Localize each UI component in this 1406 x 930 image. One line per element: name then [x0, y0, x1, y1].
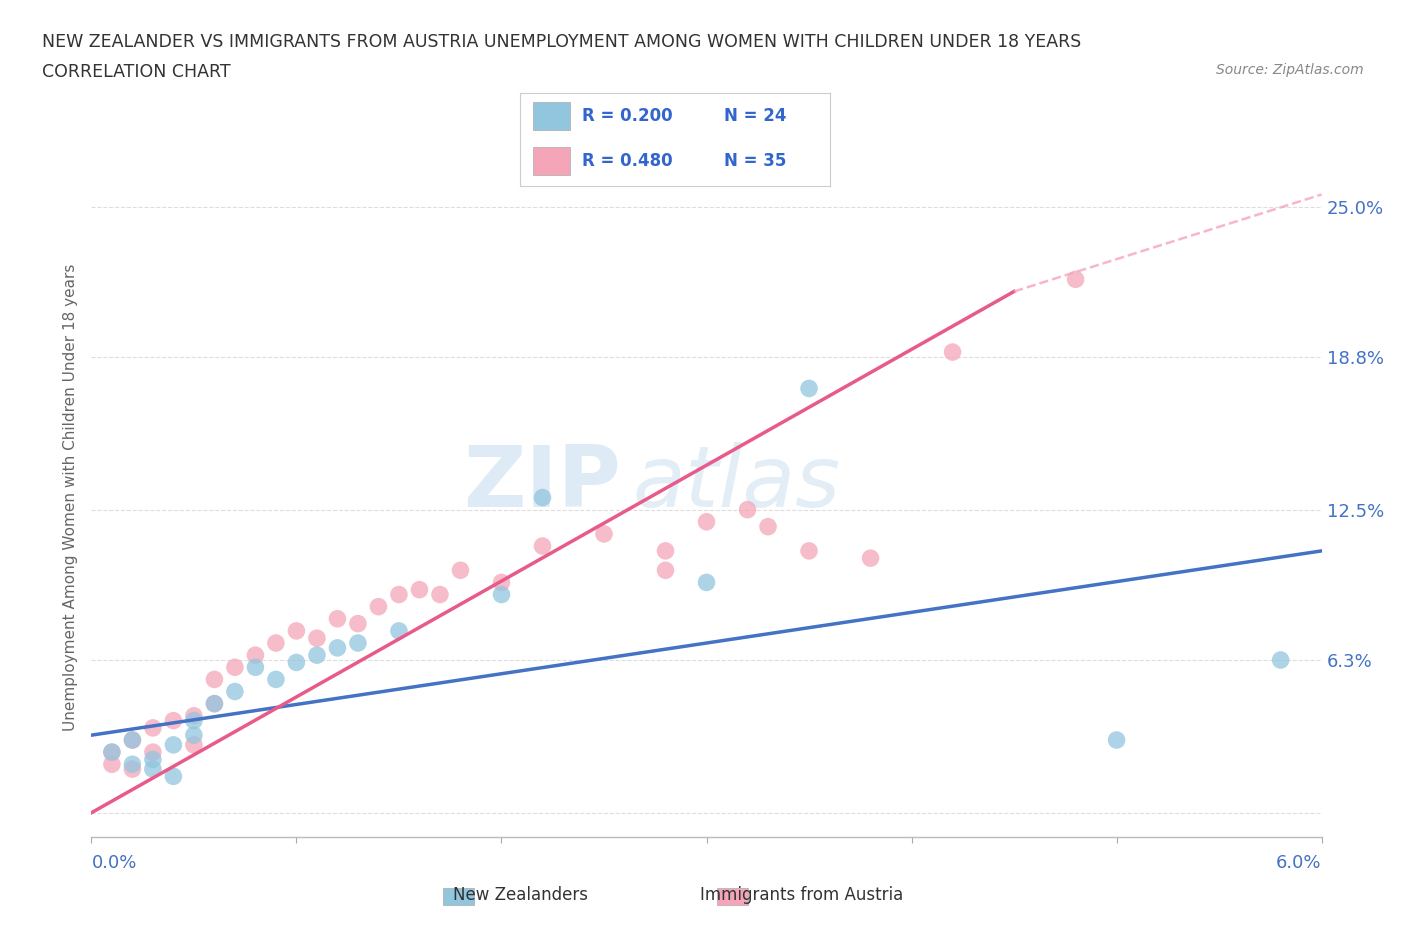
Point [183, 737, 205, 752]
Point [162, 737, 184, 752]
Point [264, 635, 287, 650]
Point [695, 575, 717, 590]
Bar [533, 147, 569, 175]
Point [797, 381, 820, 396]
Bar [533, 102, 569, 130]
Point [183, 727, 205, 742]
Point [121, 762, 143, 777]
Point [245, 647, 267, 662]
Text: Immigrants from Austria: Immigrants from Austria [700, 885, 903, 904]
Point [1270, 653, 1292, 668]
Point [224, 660, 246, 675]
Point [491, 587, 513, 602]
Point [1105, 733, 1128, 748]
Point [162, 769, 184, 784]
Point [531, 538, 554, 553]
Point [101, 745, 124, 760]
Point [183, 709, 205, 724]
Point [695, 514, 717, 529]
Point [305, 647, 328, 662]
Point [654, 543, 676, 558]
Text: N = 24: N = 24 [724, 107, 787, 126]
Point [101, 757, 124, 772]
Point [593, 526, 616, 541]
Point [326, 611, 349, 626]
Point [162, 713, 184, 728]
Text: ZIP: ZIP [463, 443, 620, 525]
Point [654, 563, 676, 578]
Point [101, 745, 124, 760]
Point [367, 599, 389, 614]
Text: N = 35: N = 35 [724, 152, 787, 170]
Point [388, 587, 411, 602]
Point [121, 757, 143, 772]
Point [531, 490, 554, 505]
Y-axis label: Unemployment Among Women with Children Under 18 years: Unemployment Among Women with Children U… [62, 264, 77, 731]
Point [408, 582, 430, 597]
Text: Source: ZipAtlas.com: Source: ZipAtlas.com [1216, 63, 1364, 77]
Point [326, 641, 349, 656]
Text: R = 0.480: R = 0.480 [582, 152, 672, 170]
Point [285, 655, 308, 670]
Point [142, 721, 165, 736]
Point [202, 672, 225, 687]
Point [202, 697, 225, 711]
Point [245, 660, 267, 675]
Point [285, 623, 308, 638]
Point [388, 623, 411, 638]
Point [264, 672, 287, 687]
Point [142, 762, 165, 777]
Point [224, 684, 246, 699]
Point [756, 519, 779, 534]
Text: CORRELATION CHART: CORRELATION CHART [42, 63, 231, 81]
Point [737, 502, 759, 517]
Point [347, 635, 370, 650]
Point [942, 345, 965, 360]
Point [142, 752, 165, 767]
Point [1064, 272, 1087, 286]
Text: R = 0.200: R = 0.200 [582, 107, 672, 126]
Point [797, 543, 820, 558]
Text: atlas: atlas [633, 443, 841, 525]
Point [429, 587, 451, 602]
Point [859, 551, 882, 565]
Text: NEW ZEALANDER VS IMMIGRANTS FROM AUSTRIA UNEMPLOYMENT AMONG WOMEN WITH CHILDREN : NEW ZEALANDER VS IMMIGRANTS FROM AUSTRIA… [42, 33, 1081, 50]
Text: 0.0%: 0.0% [91, 854, 136, 872]
Point [183, 713, 205, 728]
Point [202, 697, 225, 711]
Point [121, 733, 143, 748]
Point [305, 631, 328, 645]
Point [347, 617, 370, 631]
Text: 6.0%: 6.0% [1277, 854, 1322, 872]
Text: New Zealanders: New Zealanders [453, 885, 588, 904]
Point [491, 575, 513, 590]
Point [121, 733, 143, 748]
Point [449, 563, 471, 578]
Point [142, 745, 165, 760]
